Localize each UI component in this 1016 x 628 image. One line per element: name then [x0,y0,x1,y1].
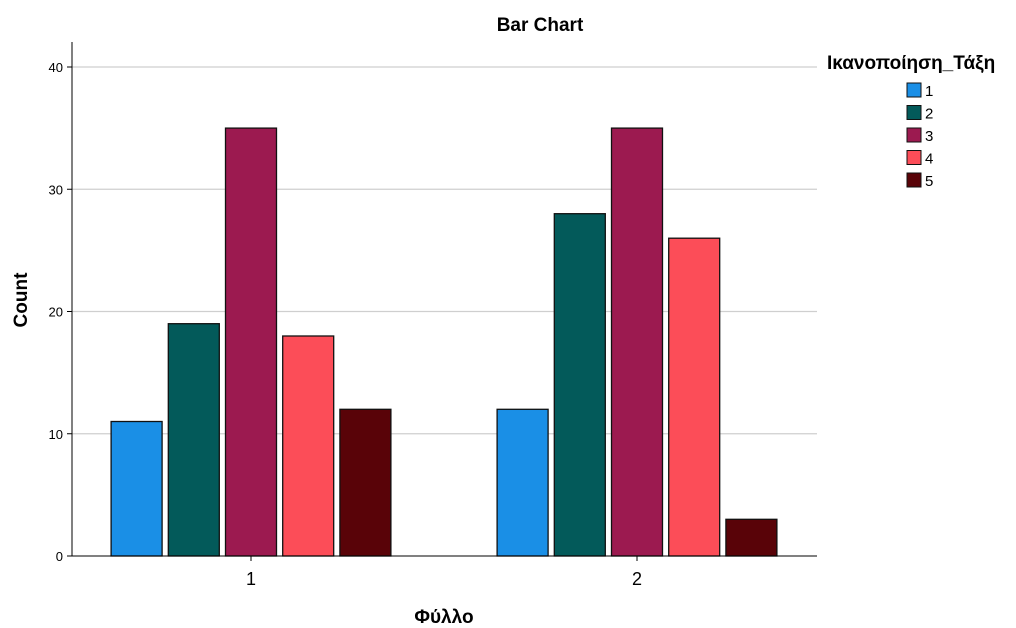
legend-swatch [906,82,922,98]
legend-swatch [906,172,922,188]
legend-label: 5 [925,173,933,190]
y-tick-label: 30 [49,182,63,197]
x-axis-title: Φύλλο [414,607,473,628]
bar [668,237,721,557]
legend-label: 3 [925,128,933,145]
y-axis-title: Count [11,272,32,328]
bar [110,420,163,557]
bars [110,127,778,557]
y-tick-label: 0 [56,549,63,564]
chart-title: Bar Chart [497,15,584,36]
y-tick-label: 10 [49,427,63,442]
bar [224,127,278,557]
legend-swatch [906,127,922,143]
bar [610,127,664,557]
legend-swatch [906,150,922,165]
bar [282,335,335,557]
legend-label: 4 [925,151,933,168]
bar [725,518,778,557]
bar [553,213,606,557]
y-tick-label: 20 [49,305,63,320]
legend: 1 2 3 4 5 [906,82,933,190]
legend-label: 2 [925,106,933,123]
x-tick-label: 2 [632,569,642,589]
x-tick-label: 1 [246,569,256,589]
legend-title: Ικανοποίηση_Τάξη [827,53,995,74]
legend-swatch [906,105,922,120]
bar [339,408,392,557]
legend-label: 1 [925,83,933,100]
bar [167,323,220,557]
y-tick-label: 40 [49,60,63,75]
bar [496,408,549,557]
axes: 0 10 20 30 40 1 2 [49,42,817,589]
